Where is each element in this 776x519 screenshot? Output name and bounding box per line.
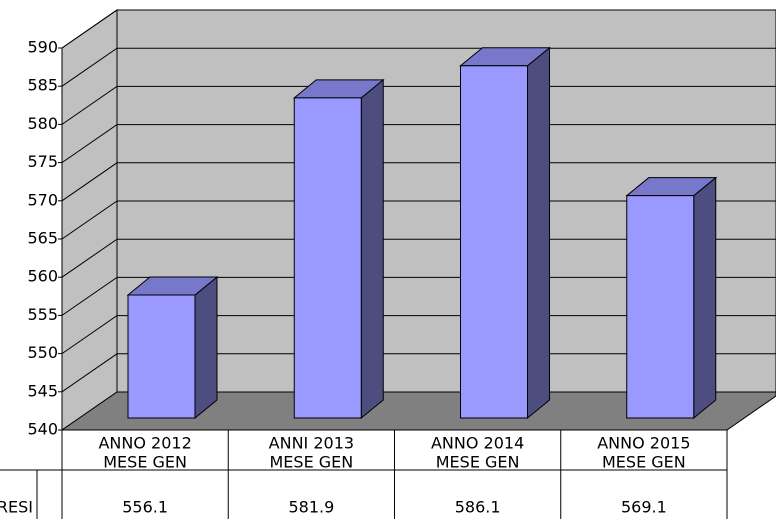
- y-tick-label: 540: [27, 420, 58, 439]
- grid-line: [61, 200, 776, 240]
- y-tick-label: 560: [27, 267, 58, 286]
- category-label: ANNO 2014: [431, 434, 524, 453]
- value-label: 569.1: [621, 498, 667, 517]
- grid-line: [61, 238, 776, 278]
- category-label: MESE GEN: [270, 453, 354, 472]
- grid-line: [61, 353, 776, 393]
- grid-line: [61, 9, 776, 49]
- category-label: MESE GEN: [436, 453, 520, 472]
- value-label: 586.1: [455, 498, 501, 517]
- y-tick-label: 585: [27, 76, 58, 95]
- bars: [126, 46, 718, 420]
- grid-line: [61, 47, 776, 87]
- series-name: RESI: [0, 498, 33, 517]
- bar: [127, 294, 196, 419]
- category-label: ANNI 2013: [269, 434, 354, 453]
- grid: [58, 9, 776, 431]
- y-tick-label: 590: [27, 38, 58, 57]
- category-label: ANNO 2012: [98, 434, 191, 453]
- y-tick-label: 575: [27, 152, 58, 171]
- bar-side: [194, 275, 218, 420]
- bar-side: [527, 46, 550, 420]
- grid-line: [61, 85, 776, 125]
- value-label: 581.9: [288, 498, 334, 517]
- grid-line: [61, 315, 776, 355]
- grid-line: [61, 276, 776, 316]
- value-label: 556.1: [122, 498, 168, 517]
- bar-side: [360, 78, 384, 420]
- bar: [460, 65, 528, 419]
- category-label: MESE GEN: [103, 453, 187, 472]
- bar: [293, 97, 362, 419]
- category-label: ANNO 2015: [597, 434, 690, 453]
- category-label: MESE GEN: [602, 453, 686, 472]
- y-tick-label: 550: [27, 343, 58, 362]
- bar: [626, 195, 695, 419]
- y-tick-label: 555: [27, 305, 58, 324]
- y-tick-label: 545: [27, 381, 58, 400]
- y-tick-label: 565: [27, 229, 58, 248]
- bar-side: [693, 176, 717, 420]
- y-tick-label: 580: [27, 114, 58, 133]
- y-tick-label: 570: [27, 190, 58, 209]
- grid-line: [61, 124, 776, 164]
- grid-line: [61, 162, 776, 202]
